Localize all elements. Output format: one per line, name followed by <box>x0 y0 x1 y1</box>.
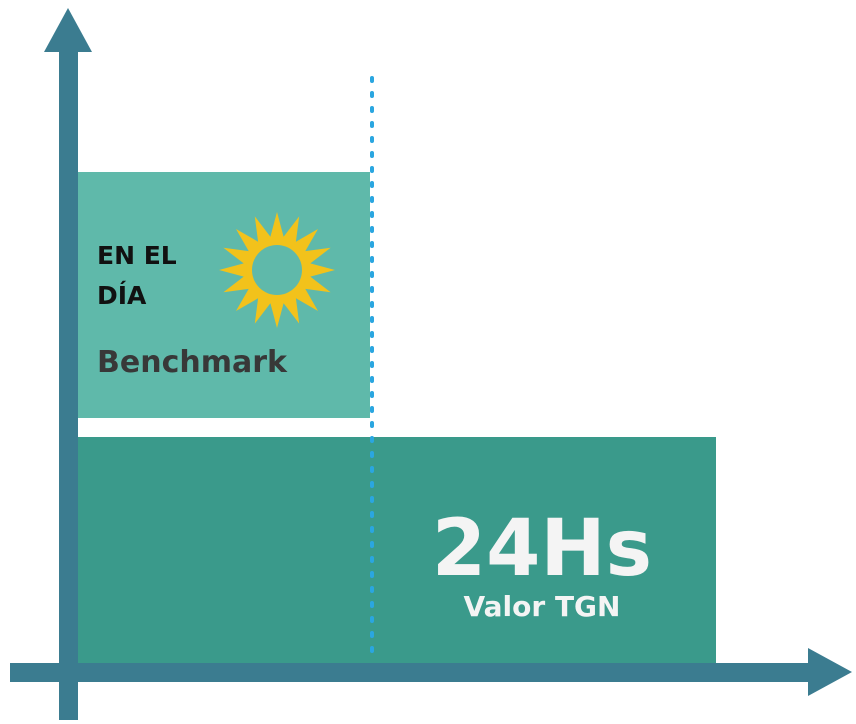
y-axis <box>59 42 78 720</box>
day-title-2: DÍA <box>97 281 147 310</box>
sun-icon <box>219 212 335 328</box>
sun-center <box>252 245 302 295</box>
tgn-box <box>78 437 716 663</box>
x-axis <box>10 663 822 682</box>
tgn-value: 24Hs <box>432 504 652 594</box>
y-axis-arrow <box>44 8 92 52</box>
day-label: Benchmark <box>97 345 288 380</box>
tgn-label: Valor TGN <box>464 590 621 623</box>
x-axis-arrow <box>808 648 852 696</box>
day-box <box>78 172 370 418</box>
day-title-1: EN EL <box>97 241 177 270</box>
